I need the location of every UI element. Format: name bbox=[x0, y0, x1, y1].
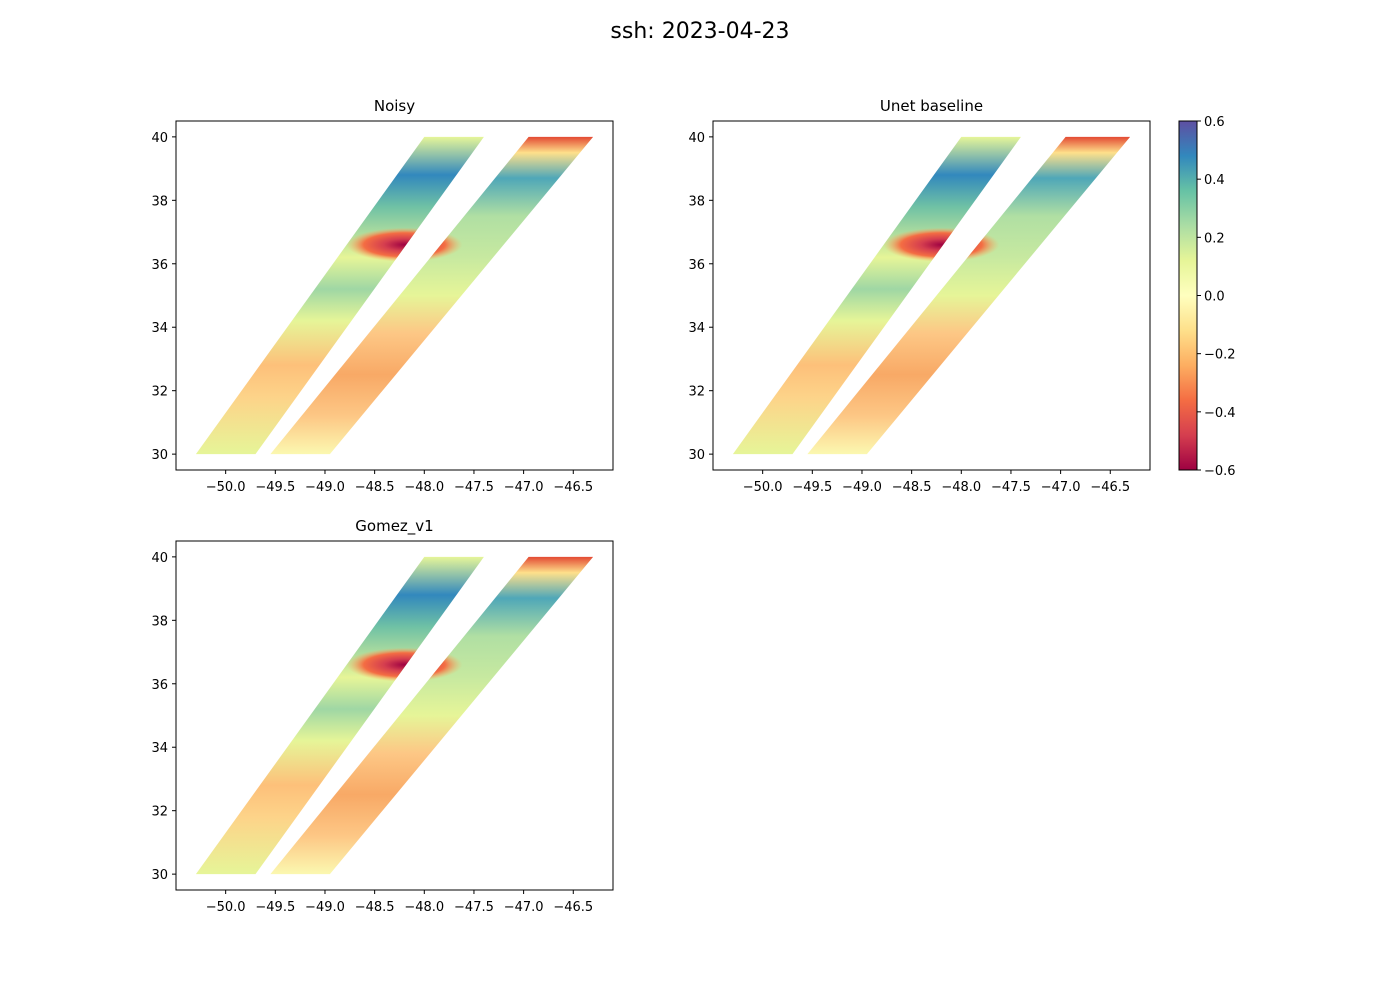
colorbar-tick-label: 0.6 bbox=[1204, 115, 1225, 130]
x-tick-label: −47.0 bbox=[1041, 480, 1081, 495]
swath-2 bbox=[270, 556, 594, 875]
x-tick-label: −46.5 bbox=[553, 480, 593, 495]
axes-frame bbox=[175, 540, 614, 891]
x-tick-label: −50.0 bbox=[743, 480, 783, 495]
x-tick-label: −49.5 bbox=[792, 480, 832, 495]
y-tick-label: 40 bbox=[688, 131, 705, 146]
panel-title: Noisy bbox=[374, 97, 415, 115]
colorbar-tick-label: 0.4 bbox=[1204, 173, 1225, 188]
y-tick-label: 36 bbox=[151, 258, 168, 273]
swath-1 bbox=[732, 136, 1021, 455]
y-tick-label: 40 bbox=[151, 131, 168, 146]
colorbar-tick-label: −0.4 bbox=[1204, 406, 1236, 421]
y-tick-label: 38 bbox=[688, 194, 705, 209]
panel-noisy: Noisy −50.0 −49.5 −49.0 −48.5 −48.0 −47.5 −47.… bbox=[151, 97, 614, 495]
x-tick-label: −50.0 bbox=[206, 900, 246, 915]
panel-title: Gomez_v1 bbox=[355, 517, 433, 536]
panel-title: Unet baseline bbox=[880, 97, 983, 115]
x-tick-label: −49.5 bbox=[255, 480, 295, 495]
x-tick-label: −48.0 bbox=[404, 480, 444, 495]
x-tick-label: −46.5 bbox=[1090, 480, 1130, 495]
x-tick-label: −50.0 bbox=[206, 480, 246, 495]
y-tick-label: 40 bbox=[151, 551, 168, 566]
swath-1 bbox=[195, 556, 484, 875]
x-tick-label: −49.5 bbox=[255, 900, 295, 915]
y-tick-label: 34 bbox=[688, 321, 705, 336]
eddy-anomaly bbox=[883, 227, 1000, 262]
colorbar: 0.6 0.4 0.2 0.0 −0.2 −0.4 −0.6 bbox=[1178, 115, 1236, 479]
y-tick-label: 32 bbox=[151, 385, 168, 400]
y-tick-label: 36 bbox=[688, 258, 705, 273]
x-tick-label: −47.5 bbox=[454, 480, 494, 495]
x-tick-label: −48.5 bbox=[355, 900, 395, 915]
y-tick-label: 34 bbox=[151, 321, 168, 336]
colorbar-gradient bbox=[1178, 120, 1198, 471]
x-tick-label: −47.5 bbox=[454, 900, 494, 915]
eddy-anomaly bbox=[346, 647, 463, 682]
colorbar-tick-label: 0.2 bbox=[1204, 231, 1225, 246]
x-tick-label: −47.5 bbox=[991, 480, 1031, 495]
x-tick-label: −49.0 bbox=[305, 900, 345, 915]
colorbar-tick-label: 0.0 bbox=[1204, 290, 1225, 305]
figure-suptitle: ssh: 2023-04-23 bbox=[610, 19, 789, 44]
x-tick-label: −46.5 bbox=[553, 900, 593, 915]
y-tick-label: 30 bbox=[688, 448, 705, 463]
x-tick-label: −48.5 bbox=[355, 480, 395, 495]
swath-2 bbox=[807, 136, 1131, 455]
axes-frame bbox=[712, 120, 1151, 471]
swath-1 bbox=[195, 136, 484, 455]
y-tick-label: 34 bbox=[151, 741, 168, 756]
panel-unet-baseline: Unet baseline −50.0 −49.5 −49.0 −48.5 −48.0−… bbox=[688, 97, 1151, 495]
y-tick-label: 38 bbox=[151, 614, 168, 629]
y-tick-label: 30 bbox=[151, 868, 168, 883]
y-tick-label: 32 bbox=[151, 805, 168, 820]
x-tick-label: −48.0 bbox=[941, 480, 981, 495]
y-tick-label: 38 bbox=[151, 194, 168, 209]
axes-frame bbox=[175, 120, 614, 471]
colorbar-tick-label: −0.2 bbox=[1204, 348, 1236, 363]
colorbar-tick-label: −0.6 bbox=[1204, 464, 1236, 479]
y-tick-label: 36 bbox=[151, 678, 168, 693]
eddy-anomaly bbox=[346, 227, 463, 262]
x-tick-label: −47.0 bbox=[504, 480, 544, 495]
panel-gomez-v1: Gomez_v1 −50.0 −49.5 −49.0 −48.5 −48.0 −47.5−… bbox=[151, 517, 614, 915]
y-tick-label: 30 bbox=[151, 448, 168, 463]
x-tick-label: −47.0 bbox=[504, 900, 544, 915]
y-tick-label: 32 bbox=[688, 385, 705, 400]
swath-2 bbox=[270, 136, 594, 455]
x-tick-label: −49.0 bbox=[842, 480, 882, 495]
x-tick-label: −48.0 bbox=[404, 900, 444, 915]
x-tick-label: −49.0 bbox=[305, 480, 345, 495]
x-tick-label: −48.5 bbox=[892, 480, 932, 495]
